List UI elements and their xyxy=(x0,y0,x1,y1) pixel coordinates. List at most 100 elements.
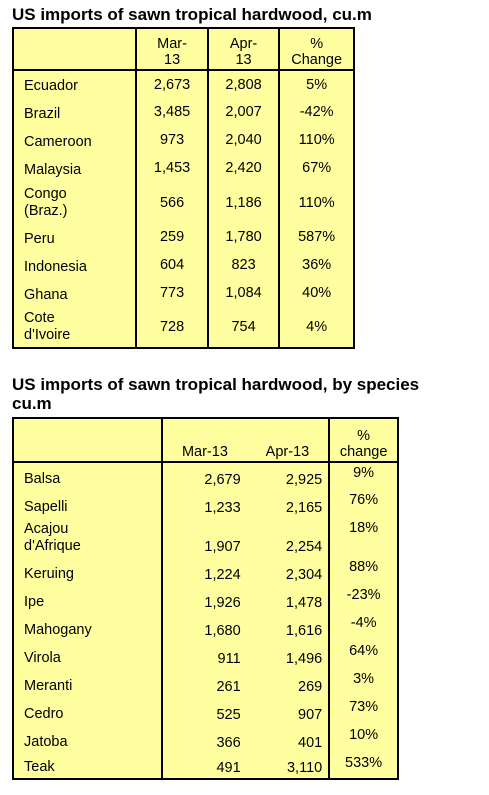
row-label: Indonesia xyxy=(24,259,87,275)
cell-apr-13: 1,496 xyxy=(285,651,323,667)
cell-apr-13: 401 xyxy=(298,735,323,751)
cell-mar-13: 525 xyxy=(161,697,247,725)
cell-apr-13: 754 xyxy=(206,307,280,348)
table-row: Jatoba 366 401 10% xyxy=(13,725,398,753)
table-row: Virola 911 1,496 64% xyxy=(13,641,398,669)
table-row: Indonesia 604 823 36% xyxy=(13,251,354,279)
table-row: Meranti 261 269 3% xyxy=(13,669,398,697)
imports-by-country-table: Mar- 13 Apr- 13 % Change Ecuador 2,673 2,8… xyxy=(12,27,355,349)
cell-change: 67% xyxy=(278,154,354,182)
cell-apr-13: 2,007 xyxy=(206,98,280,126)
column-header-change: % Change xyxy=(278,28,354,71)
table2-title: US imports of sawn tropical hardwood, by… xyxy=(12,375,420,413)
row-label: Sapelli xyxy=(24,499,68,515)
cell-mar-13: 911 xyxy=(161,641,247,669)
cell-apr-13: 1,186 xyxy=(206,182,280,223)
cell-apr-13: 2,925 xyxy=(285,472,323,488)
row-label: Teak xyxy=(24,759,55,775)
header-blank-cell xyxy=(13,418,163,463)
table-row: Balsa 2,679 2,925 9% xyxy=(13,462,398,490)
table-row: Keruing 1,224 2,304 88% xyxy=(13,557,398,585)
table-row: Acajou d'Afrique 1,907 2,254 18% xyxy=(13,518,398,557)
cell-change: -4% xyxy=(328,613,398,641)
table-row: Cameroon 973 2,040 110% xyxy=(13,126,354,154)
cell-mar-13: 1,680 xyxy=(161,613,247,641)
table1-title: US imports of sawn tropical hardwood, cu… xyxy=(12,5,372,24)
row-label: Malaysia xyxy=(24,162,82,178)
row-label: Keruing xyxy=(24,566,74,582)
row-label: Mahogany xyxy=(24,622,92,638)
table-row: Peru 259 1,780 587% xyxy=(13,223,354,251)
header-blank-cell xyxy=(13,28,137,71)
table-row: Ghana 773 1,084 40% xyxy=(13,279,354,307)
cell-change: 36% xyxy=(278,251,354,279)
cell-apr-13: 1,616 xyxy=(285,623,323,639)
cell-apr-13: 2,254 xyxy=(285,539,323,555)
column-header-mar: Mar-13 xyxy=(161,418,247,463)
cell-mar-13: 728 xyxy=(135,307,208,348)
cell-change: 587% xyxy=(278,223,354,251)
cell-change: 64% xyxy=(328,641,398,669)
cell-mar-13: 1,233 xyxy=(161,490,247,518)
row-label: Ghana xyxy=(24,287,68,303)
table-row: Cedro 525 907 73% xyxy=(13,697,398,725)
cell-change: 4% xyxy=(278,307,354,348)
table-row: Cote d'Ivoire 728 754 4% xyxy=(13,307,354,348)
row-label: Peru xyxy=(24,231,55,247)
table-header-row: Mar- 13 Apr- 13 % Change xyxy=(13,28,354,71)
cell-mar-13: 491 xyxy=(161,753,247,779)
cell-apr-13: 2,165 xyxy=(285,500,323,516)
table-row: Brazil 3,485 2,007 -42% xyxy=(13,98,354,126)
cell-mar-13: 2,679 xyxy=(161,462,247,490)
row-label: Cameroon xyxy=(24,134,92,150)
table-row: Ecuador 2,673 2,808 5% xyxy=(13,70,354,98)
cell-change: 533% xyxy=(328,753,398,779)
row-label: Brazil xyxy=(24,106,61,122)
cell-mar-13: 1,224 xyxy=(161,557,247,585)
column-header-apr: Apr-13 xyxy=(246,418,330,463)
cell-change: 110% xyxy=(278,126,354,154)
row-label: Congo (Braz.) xyxy=(24,185,68,219)
table-row: Sapelli 1,233 2,165 76% xyxy=(13,490,398,518)
cell-mar-13: 973 xyxy=(135,126,208,154)
cell-mar-13: 3,485 xyxy=(135,98,208,126)
cell-change: 73% xyxy=(328,697,398,725)
cell-apr-13: 3,110 xyxy=(286,760,323,776)
row-label: Cedro xyxy=(24,706,64,722)
cell-mar-13: 366 xyxy=(161,725,247,753)
cell-change: 88% xyxy=(328,557,398,585)
row-label: Ecuador xyxy=(24,78,79,94)
row-label: Acajou d'Afrique xyxy=(24,520,81,554)
table-row: Malaysia 1,453 2,420 67% xyxy=(13,154,354,182)
cell-change: 9% xyxy=(328,462,398,490)
cell-mar-13: 1,453 xyxy=(135,154,208,182)
row-label: Jatoba xyxy=(24,734,68,750)
cell-apr-13: 2,420 xyxy=(206,154,280,182)
table-row: Ipe 1,926 1,478 -23% xyxy=(13,585,398,613)
row-label: Cote d'Ivoire xyxy=(24,310,71,343)
cell-change: 18% xyxy=(328,518,398,557)
cell-change: -23% xyxy=(328,585,398,613)
row-label: Ipe xyxy=(24,594,45,610)
cell-apr-13: 2,304 xyxy=(285,567,323,583)
cell-mar-13: 259 xyxy=(135,223,208,251)
table-row: Mahogany 1,680 1,616 -4% xyxy=(13,613,398,641)
cell-change: 3% xyxy=(328,669,398,697)
table-row: Teak 491 3,110 533% xyxy=(13,753,398,779)
row-label: Meranti xyxy=(24,678,73,694)
column-header-change: % change xyxy=(328,418,398,463)
cell-apr-13: 823 xyxy=(206,251,280,279)
row-label: Virola xyxy=(24,650,61,666)
table-header-row: Mar-13 Apr-13 % change xyxy=(13,418,398,463)
cell-change: -42% xyxy=(278,98,354,126)
cell-change: 110% xyxy=(278,182,354,223)
cell-apr-13: 1,084 xyxy=(206,279,280,307)
cell-apr-13: 2,040 xyxy=(206,126,280,154)
cell-mar-13: 1,926 xyxy=(161,585,247,613)
column-header-mar: Mar- 13 xyxy=(135,28,208,71)
cell-apr-13: 1,478 xyxy=(285,595,323,611)
cell-mar-13: 2,673 xyxy=(135,70,208,98)
column-header-apr: Apr- 13 xyxy=(206,28,280,71)
row-label: Balsa xyxy=(24,471,61,487)
cell-mar-13: 261 xyxy=(161,669,247,697)
